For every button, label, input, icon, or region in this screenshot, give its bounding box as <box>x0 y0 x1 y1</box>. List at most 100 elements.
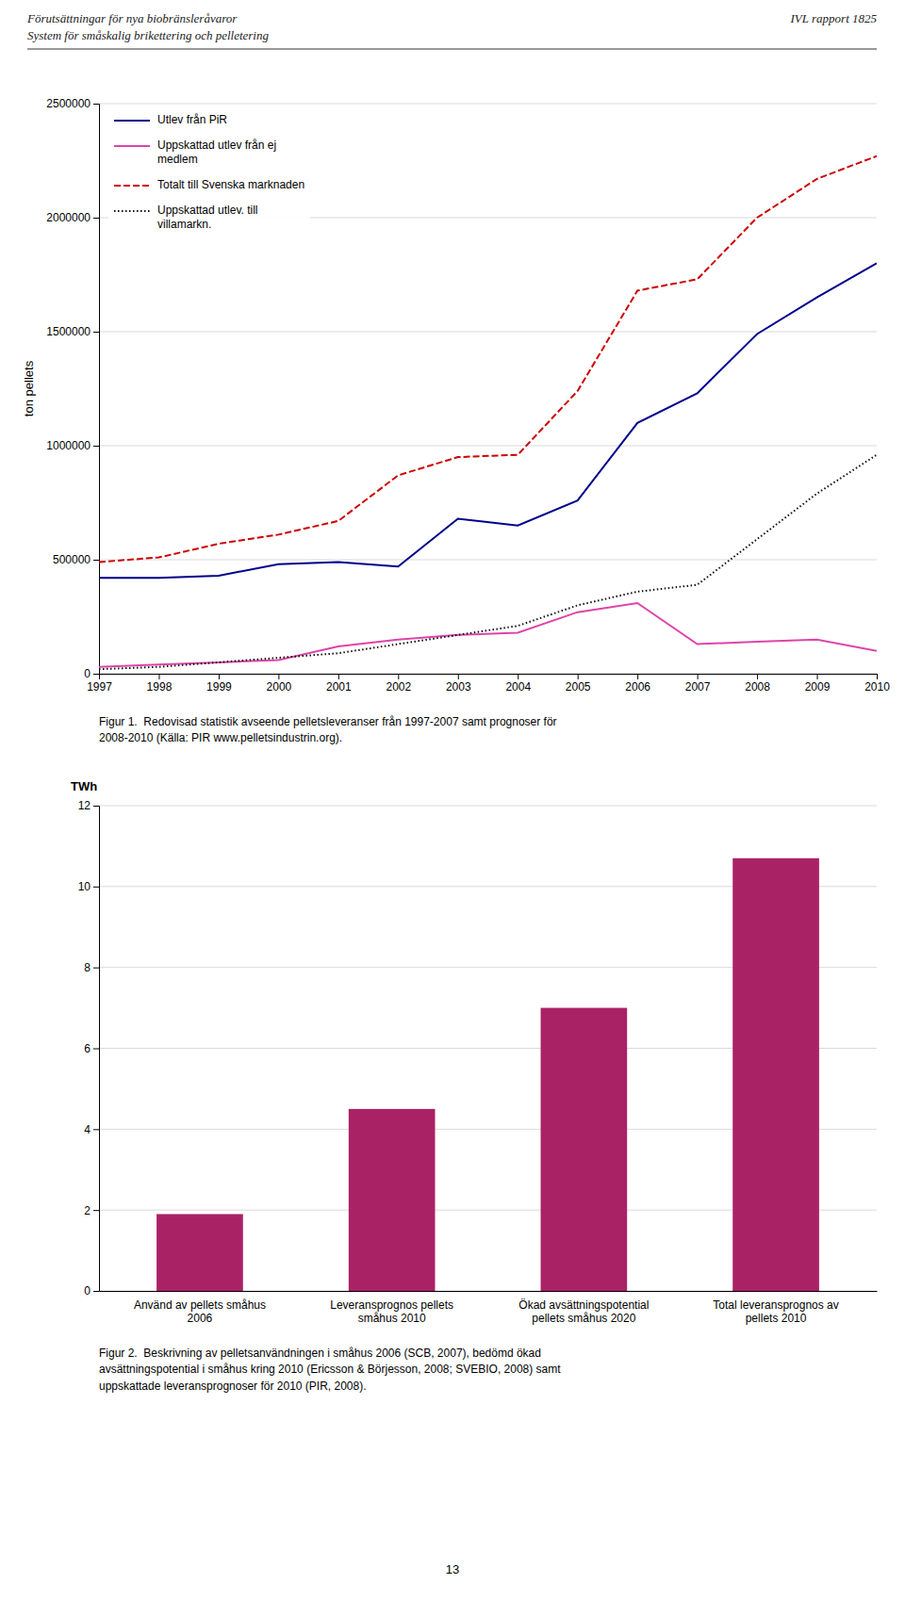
y-tick-label: 0 <box>83 667 91 681</box>
y-tick-mark <box>93 674 99 675</box>
legend: Utlev från PiR Uppskattad utlev från ejme… <box>108 107 311 236</box>
y-tick-label: 1500000 <box>46 325 91 339</box>
series-line <box>98 455 877 670</box>
y-tick: 2000000 <box>46 211 99 225</box>
header-right: IVL rapport 1825 <box>789 11 878 26</box>
plot-marks <box>156 858 820 1292</box>
bar <box>541 1008 628 1292</box>
y-tick-label: 2000000 <box>46 211 91 225</box>
grid <box>98 103 877 675</box>
caption: Figur 1. Redovisad statistik avseende pe… <box>98 715 558 745</box>
y-tick-mark <box>93 1210 99 1212</box>
x-tick-mark <box>697 674 699 680</box>
series-line <box>98 156 877 563</box>
header-separator <box>27 49 877 50</box>
y-tick-label: 12 <box>78 799 92 813</box>
text-line: Total leveransprognos av <box>712 1299 839 1313</box>
y-tick: 10 <box>78 880 99 894</box>
text-line: Utlev från PiR <box>157 113 228 127</box>
y-tick-label: 2 <box>83 1204 91 1218</box>
y-tick: 2500000 <box>46 97 99 111</box>
x-tick: 1999 <box>206 674 232 694</box>
x-tick-label: Använd av pellets småhus2006 <box>133 1299 266 1326</box>
text-line: Använd av pellets småhus <box>133 1299 266 1313</box>
text-line: Uppskattad utlev från ej <box>157 138 277 152</box>
x-tick-mark <box>577 674 579 680</box>
text-line: Leveransprognos pellets <box>329 1299 454 1313</box>
grid <box>98 806 877 1292</box>
x-tick: Ökad avsättningspotentialpellets småhus … <box>518 1299 649 1326</box>
text-line: Totalt till Svenska marknaden <box>157 178 305 192</box>
series-line <box>98 603 877 668</box>
x-tick-label: 1997 <box>86 680 113 694</box>
x-tick: 2010 <box>864 674 890 694</box>
bar <box>348 1109 436 1292</box>
y-tick-mark <box>93 1049 99 1051</box>
x-tick: 2000 <box>266 674 293 694</box>
grid-line <box>98 445 877 447</box>
x-tick-mark <box>338 674 340 680</box>
x-tick-mark <box>517 674 519 680</box>
x-tick-mark <box>876 674 878 680</box>
y-tick: 8 <box>83 961 99 975</box>
legend-swatch <box>114 184 150 187</box>
legend-entry: Uppskattad utlev från ejmedlem <box>114 138 277 165</box>
x-tick-mark <box>278 674 280 680</box>
x-tick: Leveransprognos pelletssmåhus 2010 <box>329 1299 454 1326</box>
y-tick: 500000 <box>52 553 99 567</box>
y-tick-label: 0 <box>83 1284 91 1299</box>
x-tick-label: 2004 <box>505 680 531 694</box>
x-tick-label: 2008 <box>744 680 771 694</box>
y-tick: 4 <box>83 1123 99 1137</box>
x-tick-label: 1998 <box>147 680 173 694</box>
series-line <box>98 263 877 578</box>
legend-entry: Totalt till Svenska marknaden <box>114 178 305 192</box>
text-line: pellets småhus 2020 <box>531 1312 636 1326</box>
line-chart: 1997199819992000200120022003200420052006… <box>21 97 890 745</box>
text-line: medlem <box>157 152 198 166</box>
x-tick-mark <box>397 674 399 680</box>
text-line: pellets 2010 <box>745 1312 807 1326</box>
y-tick-label: 6 <box>83 1042 91 1056</box>
text-line: avsättningspotential i småhus kring 2010… <box>98 1363 561 1377</box>
bar <box>732 858 820 1292</box>
x-tick: 2009 <box>805 674 831 694</box>
y-tick-mark <box>93 887 99 889</box>
x-tick: 2001 <box>326 674 352 694</box>
text-line: Figur 1. Redovisad statistik avseende pe… <box>98 715 558 729</box>
header-left: System för småskalig brikettering och pe… <box>27 28 269 43</box>
y-tick-mark <box>93 806 99 807</box>
y-tick: 1500000 <box>46 325 99 339</box>
bar <box>156 1214 244 1292</box>
header: Förutsättningar för nya biobränsleråvaro… <box>26 11 877 50</box>
y-tick: 12 <box>78 799 99 813</box>
legend-swatch <box>114 210 150 213</box>
page: Förutsättningar för nya biobränsleråvaro… <box>0 0 905 1600</box>
header-left: Förutsättningar för nya biobränsleråvaro… <box>26 11 238 26</box>
text-line: Figur 2. Beskrivning av pelletsanvändnin… <box>98 1347 542 1361</box>
x-tick-mark <box>458 674 460 680</box>
x-tick: 1997 <box>86 674 113 694</box>
legend-background <box>108 107 311 236</box>
x-tick-mark <box>637 674 639 680</box>
x-tick: 1998 <box>147 674 173 694</box>
x-tick: Använd av pellets småhus2006 <box>133 1299 266 1326</box>
text-line: 2008-2010 (Källa: PIR www.pelletsindustr… <box>98 731 343 745</box>
x-tick-label: 2007 <box>685 680 711 694</box>
x-tick-mark <box>218 674 220 680</box>
y-tick-mark <box>93 1129 99 1131</box>
legend-label: Utlev från PiR <box>157 113 228 127</box>
y-tick-mark <box>93 103 99 105</box>
text-line: uppskattade leveransprognoser för 2010 (… <box>98 1380 367 1394</box>
y-tick-mark <box>93 559 99 561</box>
y-axis: 0 500000 1000000 1500000 2000000 2500000 <box>46 97 99 681</box>
x-axis: Använd av pellets småhus2006 Leveransprog… <box>99 1292 878 1326</box>
text-line: Uppskattad utlev. till <box>157 203 259 217</box>
x-tick: 2004 <box>505 674 531 694</box>
text-line: 2006 <box>187 1312 214 1326</box>
y-tick-label: 1000000 <box>46 439 91 453</box>
x-tick-mark <box>756 674 758 680</box>
grid-line <box>98 103 877 105</box>
x-tick-mark <box>158 674 160 680</box>
page-number: 13 <box>445 1563 460 1578</box>
